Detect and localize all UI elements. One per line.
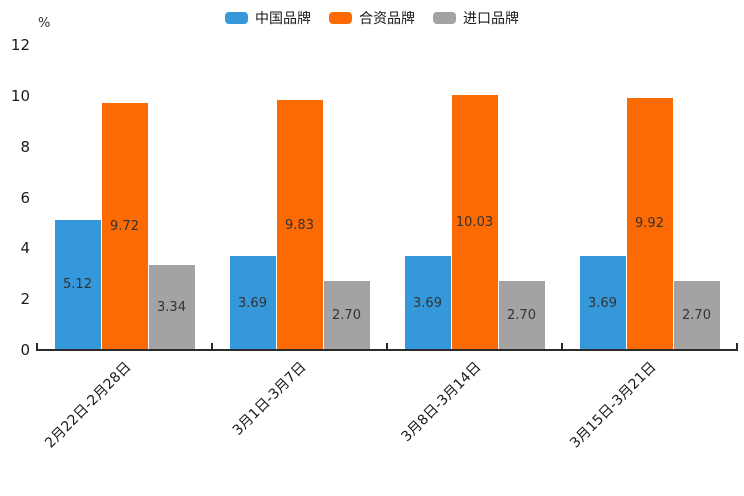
legend-item-3[interactable]: 进口品牌 — [433, 8, 519, 28]
legend-item-label: 合资品牌 — [359, 11, 415, 27]
bar-中国品牌-1: 5.12 — [54, 219, 101, 350]
y-axis-tick-label: 2 — [20, 290, 30, 309]
legend-swatch-icon — [329, 12, 352, 24]
x-axis-category-label: 3月15日-3月21日 — [566, 359, 659, 452]
legend: 中国品牌 合资品牌 进口品牌 — [0, 8, 744, 28]
legend-swatch-icon — [433, 12, 456, 24]
y-axis-unit-label: % — [38, 16, 51, 31]
bar-value-label: 5.12 — [63, 277, 92, 293]
bar-中国品牌-3: 3.69 — [404, 256, 451, 350]
y-axis-tick-label: 0 — [20, 341, 30, 359]
legend-item-2[interactable]: 合资品牌 — [329, 8, 415, 28]
bar-value-label: 2.70 — [507, 308, 536, 324]
y-axis-tick-label: 10 — [10, 86, 30, 105]
x-axis-tick-mark — [736, 343, 738, 349]
legend-item-1[interactable]: 中国品牌 — [225, 8, 311, 28]
x-axis-category-label: 3月1日-3月7日 — [229, 359, 309, 439]
x-axis-category-label: 3月8日-3月14日 — [397, 359, 484, 446]
bar-合资品牌-3: 10.03 — [451, 95, 498, 350]
bar-合资品牌-4: 9.92 — [626, 97, 673, 350]
bar-进口品牌-3: 2.70 — [498, 281, 545, 350]
bar-进口品牌-4: 2.70 — [673, 281, 720, 350]
x-axis-tick-mark — [36, 343, 38, 349]
y-axis-tick-label: 6 — [20, 188, 30, 207]
y-axis-tick-label: 4 — [20, 239, 30, 258]
x-axis-line — [36, 349, 738, 351]
y-axis-tick-label: 12 — [10, 36, 30, 54]
bar-value-label: 3.69 — [588, 295, 617, 311]
y-axis-tick-label: 8 — [20, 137, 30, 156]
bar-进口品牌-2: 2.70 — [323, 281, 370, 350]
bar-合资品牌-1: 9.72 — [101, 102, 148, 350]
x-axis-category-label: 2月22日-2月28日 — [41, 359, 134, 452]
legend-item-label: 中国品牌 — [255, 11, 311, 27]
bar-中国品牌-4: 3.69 — [579, 256, 626, 350]
legend-item-label: 进口品牌 — [463, 11, 519, 27]
bar-value-label: 2.70 — [332, 308, 361, 324]
bar-value-label: 3.69 — [413, 295, 442, 311]
bar-value-label: 10.03 — [455, 215, 494, 231]
bar-value-label: 9.72 — [110, 218, 139, 234]
x-axis-tick-mark — [211, 343, 213, 349]
bar-value-label: 9.92 — [635, 216, 664, 232]
bar-进口品牌-1: 3.34 — [148, 265, 195, 350]
bar-value-label: 3.34 — [157, 300, 186, 316]
bar-中国品牌-2: 3.69 — [229, 256, 276, 350]
x-axis-tick-mark — [561, 343, 563, 349]
bar-合资品牌-2: 9.83 — [276, 100, 323, 350]
x-axis-tick-mark — [386, 343, 388, 349]
bar-value-label: 3.69 — [238, 295, 267, 311]
legend-swatch-icon — [225, 12, 248, 24]
bar-value-label: 9.83 — [285, 217, 314, 233]
bar-value-label: 2.70 — [682, 308, 711, 324]
